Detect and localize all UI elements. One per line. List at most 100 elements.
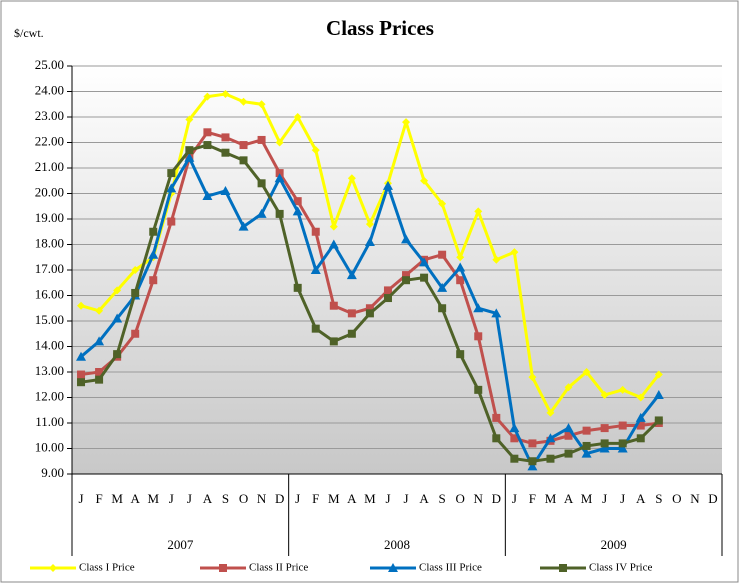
data-point (94, 336, 105, 346)
data-point (545, 433, 556, 443)
data-point (600, 390, 609, 399)
data-point (528, 457, 537, 466)
year-label: 2007 (167, 537, 194, 552)
data-point (474, 207, 483, 216)
data-point (636, 434, 645, 443)
series (77, 128, 663, 448)
x-tick-label: F (529, 491, 536, 506)
data-point (257, 179, 266, 188)
data-point (148, 249, 159, 259)
x-tick-label: J (385, 491, 390, 506)
data-point (636, 421, 645, 430)
data-point (185, 115, 194, 124)
data-point (149, 276, 158, 285)
data-point (95, 306, 104, 315)
legend-marker (49, 564, 57, 572)
x-tick-label: J (187, 491, 192, 506)
x-tick-label: M (581, 491, 593, 506)
x-tick-label: M (147, 491, 159, 506)
data-point (203, 92, 212, 101)
y-tick-label: 12.00 (35, 388, 64, 403)
data-point (420, 273, 429, 282)
x-tick-label: J (403, 491, 408, 506)
data-point (221, 148, 230, 157)
y-tick-label: 19.00 (35, 210, 64, 225)
data-point (220, 185, 231, 195)
data-point (600, 424, 609, 433)
y-tick-label: 23.00 (35, 108, 64, 123)
data-point (618, 439, 627, 448)
data-point (437, 282, 448, 292)
data-point (509, 423, 520, 433)
x-tick-label: J (169, 491, 174, 506)
chart-title: Class Prices (326, 16, 434, 40)
year-label: 2008 (384, 537, 410, 552)
data-point (203, 141, 212, 150)
x-tick-label: A (203, 491, 213, 506)
data-point (311, 227, 320, 236)
y-axis-unit: $/cwt. (14, 26, 44, 40)
x-tick-label: M (364, 491, 376, 506)
data-point (528, 439, 537, 448)
x-tick-label: O (672, 491, 681, 506)
x-tick-label: J (512, 491, 517, 506)
data-point (419, 257, 430, 267)
x-tick-label: D (492, 491, 501, 506)
series (76, 152, 664, 471)
data-point (274, 173, 285, 183)
year-label: 2009 (601, 537, 627, 552)
data-point (166, 183, 177, 193)
data-point (582, 441, 591, 450)
data-point (402, 271, 411, 280)
data-point (510, 248, 519, 257)
data-point (256, 208, 267, 218)
x-tick-label: D (708, 491, 717, 506)
y-tick-label: 21.00 (35, 159, 64, 174)
x-tick-label: O (239, 491, 248, 506)
data-point (95, 368, 104, 376)
data-point (564, 449, 573, 458)
data-point (582, 426, 591, 435)
data-point (238, 221, 249, 231)
data-point (510, 434, 519, 443)
x-tick-label: F (95, 491, 102, 506)
y-tick-label: 13.00 (35, 363, 64, 378)
x-tick-label: N (474, 491, 484, 506)
data-point (654, 370, 663, 379)
y-tick-label: 17.00 (35, 261, 64, 276)
y-tick-label: 22.00 (35, 133, 64, 148)
x-tick-label: A (130, 491, 140, 506)
data-point (582, 368, 591, 376)
data-point (492, 255, 501, 264)
x-tick-label: M (545, 491, 557, 506)
data-point (474, 385, 483, 394)
data-point (113, 350, 122, 359)
data-point (221, 90, 230, 99)
x-tick-label: N (257, 491, 267, 506)
data-point (528, 373, 537, 382)
series (77, 90, 663, 417)
data-point (257, 100, 266, 109)
data-point (203, 128, 212, 137)
x-tick-label: S (222, 491, 229, 506)
data-point (347, 309, 356, 318)
data-point (221, 133, 230, 142)
legend-label: Class IV Price (589, 562, 652, 574)
legend-label: Class II Price (249, 562, 308, 574)
data-point (113, 286, 122, 295)
legend-label: Class I Price (79, 562, 135, 574)
data-point (402, 118, 411, 127)
data-point (77, 301, 86, 310)
data-point (473, 303, 484, 313)
data-point (455, 262, 466, 272)
data-point (653, 389, 664, 399)
data-point (617, 443, 628, 453)
data-point (76, 351, 87, 361)
data-point (456, 253, 465, 262)
data-point (167, 169, 176, 178)
y-tick-label: 15.00 (35, 312, 64, 327)
y-tick-label: 10.00 (35, 439, 64, 454)
x-tick-label: D (275, 491, 284, 506)
data-point (581, 448, 592, 458)
